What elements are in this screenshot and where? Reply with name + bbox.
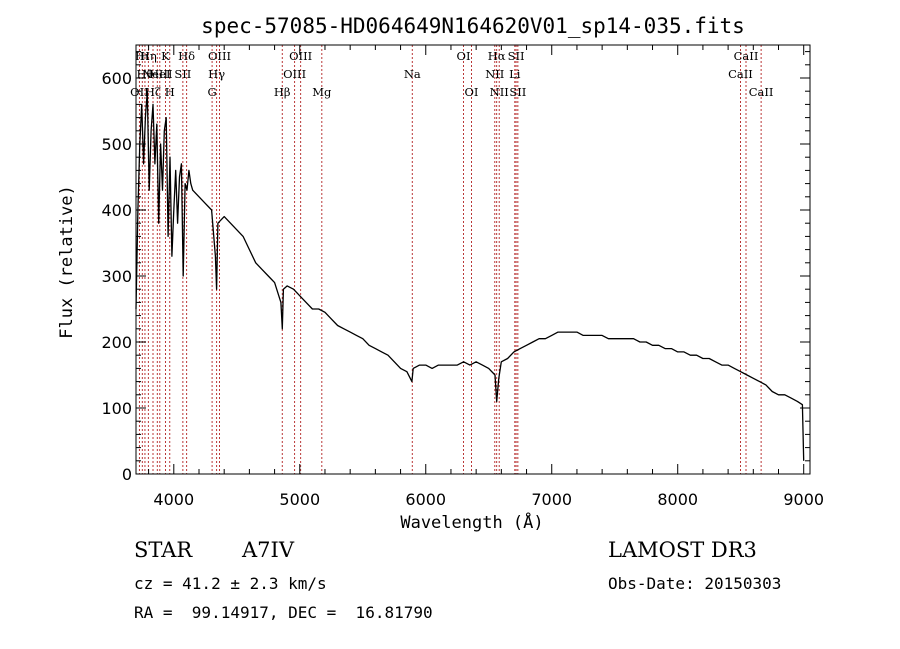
emission-line-label: CaII xyxy=(728,67,753,81)
emission-line-label: Hα xyxy=(488,49,506,63)
emission-line-label: K xyxy=(161,49,170,63)
emission-line-label: CaII xyxy=(734,49,759,63)
emission-line-label: OI xyxy=(464,85,478,99)
y-tick-label: 200 xyxy=(101,333,132,352)
survey-name: LAMOST DR3 xyxy=(608,538,757,562)
chart-title: spec-57085-HD064649N164620V01_sp14-035.f… xyxy=(201,14,745,38)
emission-line-label: Hγ xyxy=(208,67,225,81)
emission-line-label: HeI xyxy=(149,67,170,81)
emission-lines xyxy=(138,45,762,474)
emission-line-label: OIII xyxy=(283,67,306,81)
emission-line-label: OII xyxy=(130,85,149,99)
emission-line-label: SII xyxy=(508,49,525,63)
emission-line-label: CaII xyxy=(749,85,774,99)
emission-line-label: OIII xyxy=(208,49,231,63)
observation-date: Obs-Date: 20150303 xyxy=(608,574,782,593)
redshift-value: cz = 41.2 ± 2.3 km/s xyxy=(134,574,327,593)
emission-line-label: Hβ xyxy=(274,85,291,99)
y-tick-label: 500 xyxy=(101,135,132,154)
emission-line-label: Li xyxy=(509,67,521,81)
coordinates: RA = 99.14917, DEC = 16.81790 xyxy=(134,603,433,622)
axes: 4000 5000 6000 7000 8000 9000 0 100 200 300 400 500… xyxy=(101,45,824,509)
emission-line-label: NeIII xyxy=(142,67,173,81)
emission-line-label: Mg xyxy=(312,85,332,99)
x-tick-label: 6000 xyxy=(405,490,446,509)
emission-line-label: SII xyxy=(174,67,191,81)
emission-line-label: NII xyxy=(490,85,509,99)
emission-line-label: Hζ xyxy=(145,85,161,99)
x-tick-label: 4000 xyxy=(153,490,194,509)
x-tick-label: 8000 xyxy=(657,490,698,509)
y-tick-label: 100 xyxy=(101,399,132,418)
y-tick-label: 300 xyxy=(101,267,132,286)
y-tick-label: 400 xyxy=(101,201,132,220)
y-tick-label: 0 xyxy=(122,465,132,484)
emission-line-label: SII xyxy=(509,85,526,99)
emission-line-label: Hι xyxy=(135,49,150,63)
x-tick-label: 7000 xyxy=(531,490,572,509)
x-tick-label: 5000 xyxy=(279,490,320,509)
emission-line-label: NII xyxy=(485,67,504,81)
x-tick-label: 9000 xyxy=(783,490,824,509)
emission-line-label: G xyxy=(207,85,216,99)
emission-line-label: Hδ xyxy=(178,49,195,63)
spectrum-series xyxy=(135,90,805,461)
emission-line-label: OIII xyxy=(289,49,312,63)
emission-line-label: Hη xyxy=(140,49,157,63)
y-tick-label: 600 xyxy=(101,69,132,88)
emission-line-label: H xyxy=(165,85,175,99)
x-axis-label: Wavelength (Å) xyxy=(400,511,543,533)
plot-frame xyxy=(135,44,811,475)
emission-line-label: OI xyxy=(457,49,471,63)
emission-line-label: Na xyxy=(404,67,421,81)
spectral-subclass: A7IV xyxy=(242,538,294,562)
y-axis-label: Flux (relative) xyxy=(57,185,77,339)
emission-line-labels: OIIHιHθHηHζNeIIIHeIKHSIIHδGHγOIIIHβOIIIO… xyxy=(130,49,773,99)
object-type: STAR xyxy=(134,538,193,562)
